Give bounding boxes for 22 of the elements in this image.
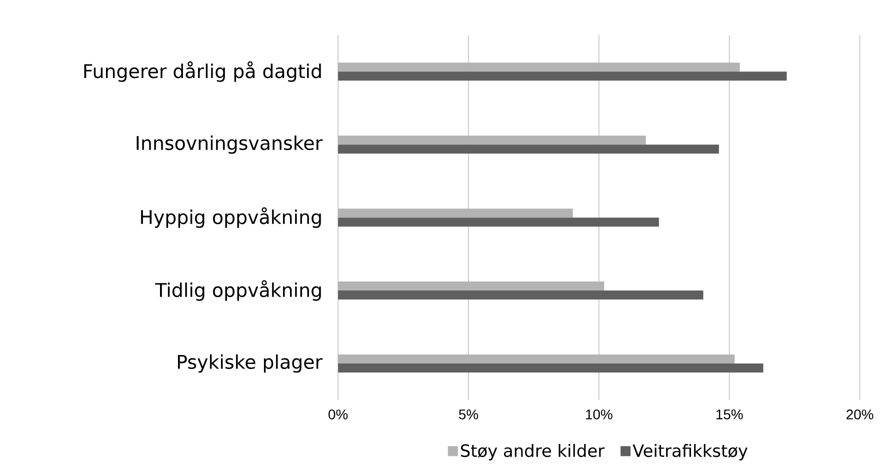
- bar: [338, 290, 704, 300]
- bar: [338, 281, 604, 290]
- legend-label: Veitrafikkstøy: [632, 444, 748, 460]
- x-tick-label: 10%: [586, 409, 612, 420]
- bar: [338, 363, 764, 372]
- y-tick-label: Psykiske plager: [178, 354, 323, 373]
- y-tick-label: Tidlig oppvåkning: [155, 280, 321, 301]
- y-tick-label: Innsovningsvansker: [136, 135, 323, 154]
- bar: [338, 62, 740, 72]
- y-tick-label: Hyppig oppvåkning: [141, 207, 321, 228]
- bar: [338, 354, 735, 364]
- x-tick-label: 20%: [846, 409, 874, 420]
- bar: [338, 72, 787, 81]
- legend-label: Støy andre kilder: [460, 444, 605, 460]
- bar: [338, 218, 659, 227]
- y-tick-label: Fungerer dårlig på dagtid: [84, 61, 321, 82]
- bar: [338, 136, 646, 145]
- x-tick-label: 15%: [716, 409, 743, 420]
- bar: [338, 208, 573, 218]
- x-tick-label: 0%: [328, 409, 348, 420]
- x-tick-label: 5%: [458, 409, 478, 420]
- bar: [338, 144, 719, 154]
